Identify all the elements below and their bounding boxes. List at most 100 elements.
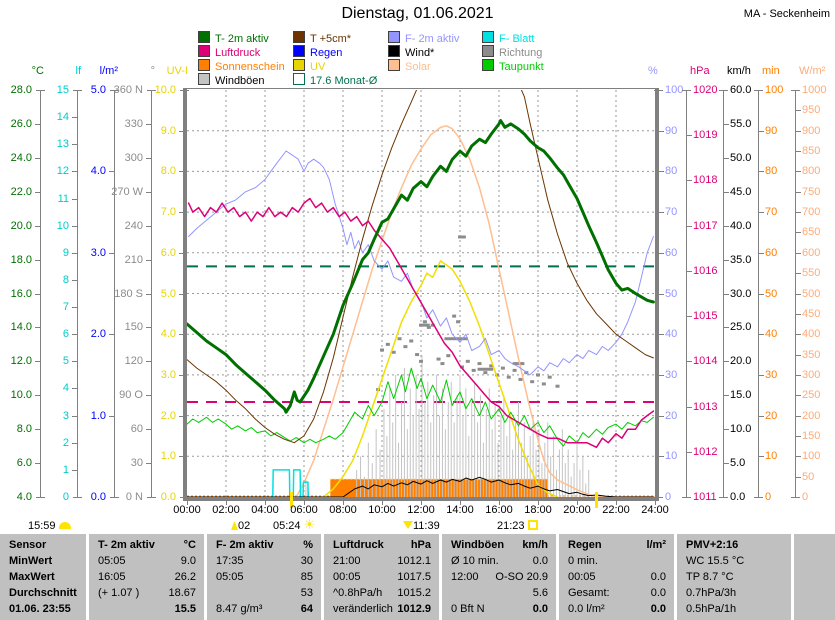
series-luftdruck [187,197,655,449]
time-label: 12:00 [407,504,435,516]
solar-radiation-axis [795,90,796,498]
wind-direction-dot [518,377,523,381]
table-cell: PMV+2:16 [686,539,739,551]
pressure-tick [687,316,692,317]
table-cell: 01.06. 23:55 [9,603,71,615]
moonrise-label: 15:59 [28,520,71,532]
rain-tick-label: 5.0 [90,84,106,96]
solar-radiation-tick [791,90,800,91]
legend-label: Luftdruck [215,47,261,59]
wind-direction-tick [147,497,156,498]
table-row: 16:05 26.2 [89,569,204,585]
solar-radiation-tick [791,497,800,498]
wind-speed-tick [724,395,729,396]
legend-label: T- 2m aktiv [215,33,269,45]
table-row: 05:05 85 [207,569,321,585]
table-cell: 85 [300,571,313,583]
time-label: 04:00 [251,504,279,516]
pressure-tick-label: 1013 [693,401,718,413]
uv-index-tick [179,294,184,295]
wind-speed-tick-label: 60.0 [730,84,752,96]
uv-index-tick-label: 0.0 [160,491,176,503]
leaf-wetness-tick-label: 11 [57,193,69,205]
wind-speed-axis [723,90,724,498]
table-cell: 17:35 [216,555,244,567]
leaf-wetness-tick-label: 3 [62,410,69,422]
wind-speed-tick [724,327,729,328]
table-cell: 30 [300,555,313,567]
uv-index-tick-label: 9.0 [160,125,176,137]
table-row: Windböen km/h [442,537,556,553]
sunshine-minutes-tick [754,90,763,91]
solar-noon-icon [403,521,413,529]
wind-direction-tick [146,294,151,295]
table-cell: l/m² [646,539,666,551]
rain-tick-label: 3.0 [90,247,106,259]
sunshine-minutes-tick [759,456,764,457]
leaf-wetness-tick [72,199,77,200]
sunshine-minutes-tick [759,171,764,172]
table-row: WC 15.5 °C [677,553,791,569]
table-cell: O-SO 20.9 [495,571,548,583]
leaf-wetness-axis-unit: lf [75,65,82,77]
solar-radiation-tick [796,416,801,417]
sunshine-minutes-tick [754,497,763,498]
table-cell: 0.0 [650,603,666,615]
leaf-wetness-tick [72,388,77,389]
leaf-wetness-tick [72,171,77,172]
humidity-tick-label: 40 [665,328,678,340]
temperature-tick [35,226,40,227]
legend-label: Windböen [215,75,265,87]
time-label: 24:00 [641,504,669,516]
wind-direction-dot [483,371,488,375]
table-cell: 0.0 [532,555,548,567]
sunshine-minutes-tick [759,375,764,376]
temperature-tick [35,124,40,125]
time-label: 16:00 [485,504,513,516]
sunshine-minutes-tick [759,131,764,132]
solar-radiation-tick-label: 0 [802,491,809,503]
table-cell: 9.0 [180,555,196,567]
solar-radiation-tick-label: 1000 [802,84,827,96]
solar-radiation-tick [796,151,801,152]
solar-radiation-tick-label: 600 [802,247,821,259]
table-cell: 0 Bft N [451,603,485,615]
legend-swatch [388,45,400,57]
wind-direction-dot [422,320,427,324]
leaf-wetness-tick [72,144,77,145]
sunshine-minutes-tick-label: 90 [765,125,778,137]
table-row: ^0.8hPa/h 1015.2 [324,585,439,601]
wind-direction-dot [459,365,464,369]
rain-tick [110,497,119,498]
uv-index-tick [179,253,184,254]
leaf-wetness-tick-label: 0 [62,491,69,503]
solar-radiation-axis-unit: W/m² [799,65,826,77]
uv-index-tick-label: 10.0 [154,84,176,96]
wind-direction-dot [541,382,546,386]
wind-direction-tick-label: 120 [124,355,143,367]
solar-radiation-tick-label: 50 [802,471,815,483]
legend-label: Regen [310,47,343,59]
temperature-tick [35,158,40,159]
sunshine-minutes-axis [758,90,759,498]
wind-speed-tick-label: 15.0 [730,389,752,401]
solar-radiation-tick-label: 900 [802,125,821,137]
table-row: PMV+2:16 [677,537,791,553]
pressure-tick-label: 1015 [693,310,718,322]
wind-direction-tick [146,192,151,193]
wind-direction-dot [555,384,560,388]
wind-speed-tick-label: 20.0 [730,355,752,367]
time-tick [382,501,383,505]
sunshine-minutes-tick [759,334,764,335]
wind-direction-dot [547,375,552,379]
table-cell: Sensor [9,539,47,551]
wind-speed-tick [724,158,729,159]
time-label: 20:00 [563,504,591,516]
table-row: MinWert [0,553,86,569]
sunrise-label: 05:24 ☀ [273,518,316,533]
table-row: T- 2m aktiv °C [89,537,204,553]
sunshine-minutes-tick-label: 100 [765,84,784,96]
table-row: F- 2m aktiv% [207,537,321,553]
wind-direction-dot [495,373,500,377]
temperature-tick-label: 20.0 [10,220,32,232]
